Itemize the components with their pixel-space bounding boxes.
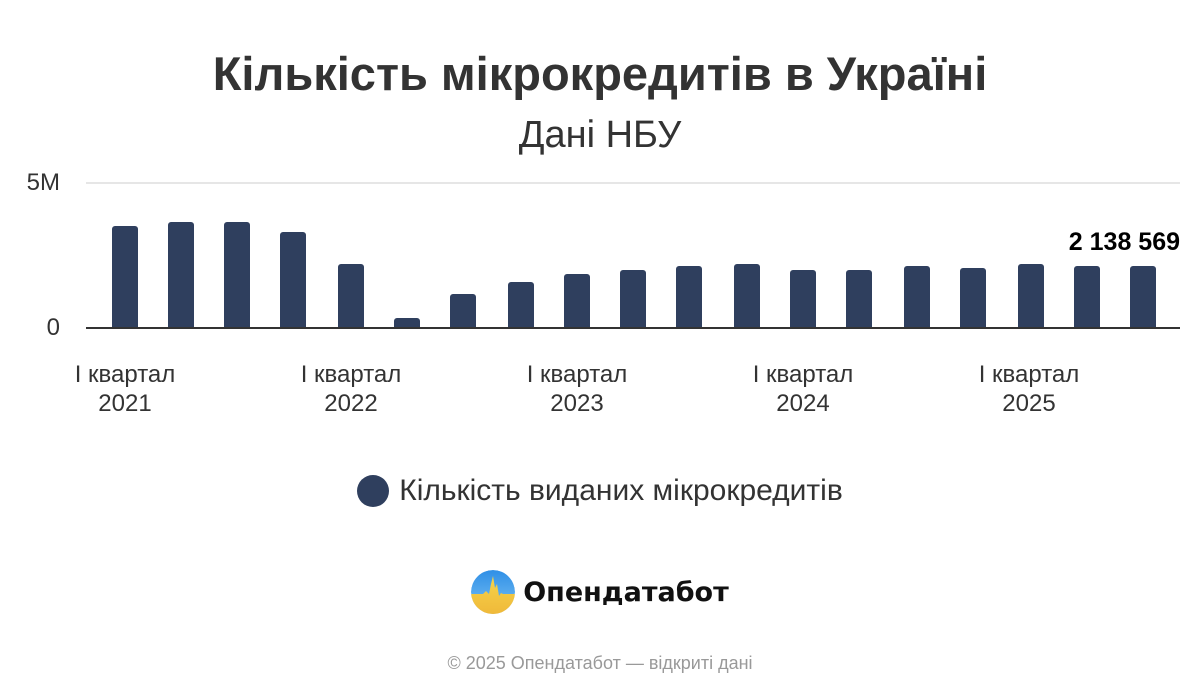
x-label-2023: I квартал 2023 [507, 360, 647, 418]
legend-label: Кількість виданих мікрокредитів [399, 474, 843, 507]
x-label-2025: I квартал 2025 [959, 360, 1099, 418]
bar[interactable] [168, 222, 194, 328]
bar[interactable] [676, 266, 702, 328]
gridline-5m [86, 182, 1180, 184]
x-label-quarter: I квартал [74, 361, 176, 388]
x-label-quarter: I квартал [526, 361, 628, 388]
bar[interactable] [224, 222, 250, 328]
brand-name: Опендатабот [523, 576, 729, 608]
legend-marker-icon [357, 475, 390, 507]
opendatabot-logo-icon [471, 570, 516, 614]
x-label-2022: I квартал 2022 [281, 360, 421, 418]
bar[interactable] [280, 232, 306, 328]
bar[interactable] [1074, 266, 1100, 328]
bar[interactable] [508, 282, 534, 328]
bar[interactable] [394, 318, 420, 328]
x-label-quarter: I квартал [300, 361, 402, 388]
bar[interactable] [450, 294, 476, 328]
bar[interactable] [338, 264, 364, 328]
bar[interactable] [846, 270, 872, 328]
bar[interactable] [904, 266, 930, 328]
bar[interactable] [564, 274, 590, 328]
y-tick-0: 0 [46, 314, 60, 341]
x-label-quarter: I квартал [978, 361, 1080, 388]
x-label-year: 2022 [324, 390, 378, 417]
x-label-year: 2023 [550, 390, 604, 417]
x-label-year: 2024 [776, 390, 830, 417]
x-axis-line [86, 327, 1180, 329]
bar[interactable] [620, 270, 646, 328]
x-label-year: 2025 [1002, 390, 1056, 417]
last-value-label: 2 138 569 [1068, 228, 1180, 256]
x-label-2021: I квартал 2021 [55, 360, 195, 418]
bar[interactable] [112, 226, 138, 328]
brand: Опендатабот [0, 570, 1200, 614]
bar[interactable] [790, 270, 816, 328]
legend[interactable]: Кількість виданих мікрокредитів [0, 474, 1200, 508]
bar[interactable] [734, 264, 760, 328]
x-label-2024: I квартал 2024 [733, 360, 873, 418]
chart-subtitle: Дані НБУ [518, 114, 682, 156]
y-tick-5m: 5M [26, 169, 60, 196]
bar[interactable] [1130, 266, 1156, 328]
chart-title: Кількість мікрокредитів в Україні [212, 47, 988, 100]
bar[interactable] [960, 268, 986, 328]
x-label-year: 2021 [98, 390, 152, 417]
x-label-quarter: I квартал [752, 361, 854, 388]
footer-copyright: © 2025 Опендатабот — відкриті дані [447, 653, 753, 673]
chart-plot-area: 5M 0 2 138 569 I квартал 2021 I квартал … [26, 169, 1180, 418]
bar[interactable] [1018, 264, 1044, 328]
